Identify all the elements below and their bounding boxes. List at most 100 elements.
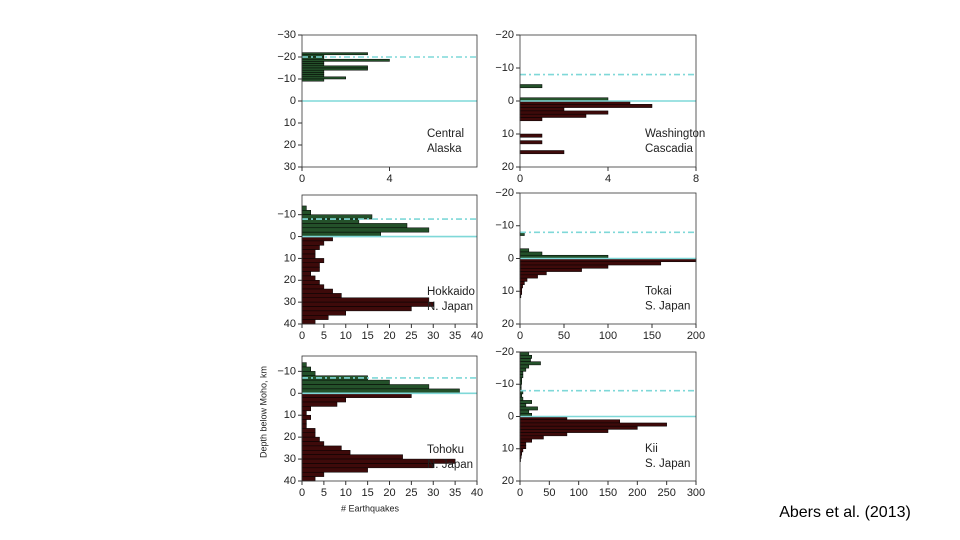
bar [519,351,530,356]
x-tick-label: 30 [427,487,439,499]
y-tick-label: −10 [495,378,514,390]
bar [301,471,325,477]
bar [301,227,430,233]
y-tick-label: 0 [508,252,514,264]
bar [301,223,408,229]
bar [519,435,544,440]
y-tick-label: −20 [495,29,514,41]
bar [301,406,311,412]
panel-label: Central [427,128,464,140]
x-tick-label: 5 [321,330,327,342]
bar [301,315,329,320]
panel-label: S. Japan [645,300,690,312]
bar [301,423,307,429]
bar [519,422,667,427]
bar [301,410,307,416]
panel-label: Alaska [427,143,462,155]
x-axis-label: # Earthquakes [341,503,400,513]
x-tick-label: 10 [340,487,352,499]
panel-label: Cascadia [645,143,694,155]
x-tick-label: 0 [517,487,523,499]
bar [301,441,325,447]
bar [301,210,311,215]
bar [519,367,527,372]
bar [301,262,320,268]
panel-label: S. Japan [645,458,690,470]
bar [301,76,346,80]
panel-label: Tohoku [427,444,464,456]
y-tick-label: −10 [495,62,514,74]
bar [519,277,528,282]
x-tick-label: 40 [471,487,483,499]
panel-label: Hokkaido [427,286,475,298]
bar [301,74,325,78]
bar [519,274,538,279]
y-tick-label: 20 [284,431,296,443]
x-tick-label: 200 [687,330,705,342]
bar [301,297,430,303]
bar [301,63,325,67]
x-tick-label: 15 [362,330,374,342]
bar [301,205,307,211]
bar [301,301,434,307]
bar [301,288,333,294]
bar [519,117,543,122]
bar [519,442,527,446]
y-tick-label: 20 [284,139,296,151]
bar [519,104,653,108]
bar [301,450,351,455]
bar [301,436,320,442]
x-tick-label: 200 [628,487,646,499]
x-tick-label: 100 [599,330,617,342]
panel-label: N. Japan [427,301,473,313]
x-tick-label: 4 [386,173,392,185]
x-tick-label: 150 [643,330,661,342]
bar [301,284,325,290]
bar [519,361,541,366]
bar [519,438,532,443]
bar [519,133,543,138]
y-tick-label: 20 [284,274,296,286]
bar [519,396,524,401]
bar [301,306,412,312]
bar [301,428,316,434]
y-tick-label: −30 [277,29,296,41]
bar [301,266,320,272]
y-tick-label: 10 [502,443,514,455]
bar [301,293,342,299]
bar [519,107,565,112]
bar [301,275,316,281]
bar [301,52,368,56]
y-tick-label: −10 [277,365,296,377]
bar [301,245,320,250]
panel-label: N. Japan [427,459,473,471]
panel-label: Washington [645,128,705,140]
bar [301,476,316,482]
x-tick-label: 50 [543,487,555,499]
bar [519,358,531,362]
y-tick-label: 40 [284,318,296,330]
y-tick-label: −10 [495,220,514,232]
y-tick-label: 40 [284,475,296,487]
x-tick-label: 100 [569,487,587,499]
bar [519,409,530,414]
y-tick-label: 20 [502,161,514,173]
x-tick-label: 150 [599,487,617,499]
bar [301,445,342,451]
x-tick-label: 0 [299,330,305,342]
bar [301,371,316,376]
y-tick-label: 20 [502,318,514,330]
y-tick-label: 30 [284,296,296,308]
bar [519,448,524,453]
bar [519,406,538,411]
bar [519,400,532,404]
bar [301,240,325,246]
x-tick-label: 8 [693,173,699,185]
bar [301,61,325,64]
y-tick-label: 10 [284,252,296,264]
bar [519,281,525,285]
